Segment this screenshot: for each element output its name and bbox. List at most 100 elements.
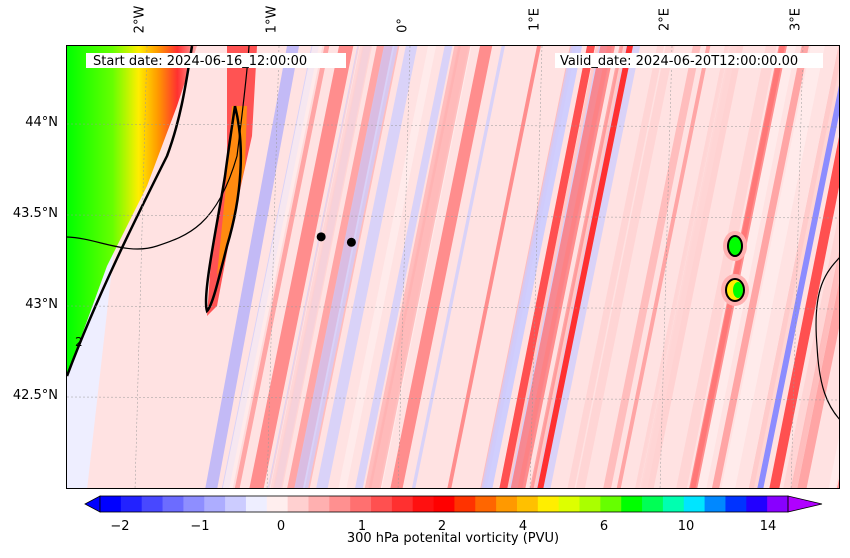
tick-10: 10 — [677, 519, 695, 534]
start-date-label: Start date: 2024-06-16_12:00:00 — [93, 54, 307, 69]
pv-stripe — [529, 46, 624, 488]
colorbar-bin — [287, 496, 309, 512]
colorbar-bin — [454, 496, 476, 512]
colorbar-bin — [558, 496, 581, 512]
colorbar-bin — [767, 496, 789, 512]
pv-stripe — [483, 46, 583, 488]
colorbar-bin — [662, 496, 685, 512]
pv-stripe — [567, 46, 665, 488]
high-pv-region — [67, 46, 197, 376]
pv-stripe — [447, 46, 541, 488]
pv-stripe — [222, 46, 325, 488]
colorbar-bin — [621, 496, 643, 512]
pv-map: Start date: 2024-06-16_12:00:00 Valid_da… — [66, 45, 840, 489]
tick-1: 1 — [357, 519, 367, 534]
colorbar-bin — [725, 496, 747, 512]
pv-stripe — [749, 46, 839, 488]
lon-label-2w: 2°W — [132, 5, 148, 34]
pv-stripe — [712, 46, 809, 488]
station-point — [316, 232, 326, 242]
lon-label-2e: 2°E — [657, 8, 673, 31]
pv-stripe — [783, 212, 839, 488]
parallel-line — [67, 305, 839, 310]
parallel-line — [67, 123, 839, 128]
lat-label-43-5: 43.5°N — [12, 206, 58, 221]
tick-m2: −2 — [110, 519, 130, 534]
colorbar-bin — [683, 496, 706, 512]
pv-stripe — [837, 478, 839, 488]
pv-stripe — [616, 46, 711, 488]
colorbar-bin — [120, 496, 143, 512]
colorbar-bin — [371, 496, 393, 512]
valid-date-label: Valid_date: 2024-06-20T12:00:00.00 — [560, 54, 798, 69]
pv-stripe — [690, 46, 787, 488]
tick-4: 4 — [518, 519, 528, 534]
pv-stripe — [270, 46, 364, 488]
colorbar-under-arrow — [84, 495, 101, 513]
pv-stripe — [721, 46, 825, 488]
vortex-blob-south — [721, 274, 749, 306]
lat-label-44: 44°N — [25, 115, 58, 130]
colorbar-bin — [350, 496, 372, 512]
pv-stripe — [791, 251, 839, 488]
pv-stripe-positive — [537, 46, 633, 488]
lat-label-43: 43°N — [25, 297, 58, 312]
lat-label-42-5: 42.5°N — [12, 388, 58, 403]
lon-label-1w: 1°W — [264, 5, 280, 34]
colorbar-bin — [329, 496, 351, 512]
pv-stripe — [364, 46, 461, 488]
pv-stripe — [603, 46, 701, 488]
colorbar-over-arrow — [787, 495, 823, 513]
colorbar-bin — [391, 496, 414, 512]
contour-2pvu — [67, 46, 194, 377]
tick-14: 14 — [759, 519, 777, 534]
lon-label-1e: 1°E — [527, 8, 543, 31]
colorbar — [84, 495, 823, 513]
colorbar-bin — [162, 496, 184, 512]
pv-stripe — [635, 46, 730, 488]
tick-2: 2 — [437, 519, 447, 534]
colorbar-bin — [225, 496, 247, 512]
colorbar-bin — [183, 496, 205, 512]
pv-stripe — [640, 46, 744, 488]
colorbar-bin — [266, 496, 289, 512]
pv-field: Start date: 2024-06-16_12:00:00 Valid_da… — [67, 46, 839, 488]
pv-stripe — [797, 282, 839, 488]
colorbar-bin — [496, 496, 518, 512]
colorbar-bin — [141, 496, 164, 512]
pv-stripe — [355, 46, 453, 488]
colorbar-bin — [642, 496, 664, 512]
colorbar-bin — [245, 496, 268, 512]
pv-stripe — [510, 46, 615, 488]
pv-stripe — [411, 46, 505, 488]
pv-stripe — [676, 46, 777, 488]
pv-stripe — [287, 46, 386, 488]
start-date-box — [86, 53, 346, 68]
pv-stripe — [249, 46, 354, 488]
pv-stripe — [390, 46, 493, 488]
lon-label-3e: 3°E — [788, 8, 804, 31]
pv-stripe — [533, 46, 627, 488]
contour-label: 2 — [75, 335, 83, 349]
pv-stripe-positive — [499, 46, 595, 488]
pv-stripe — [368, 46, 471, 488]
colorbar-bin — [475, 496, 497, 512]
tick-m1: −1 — [190, 519, 210, 534]
pv-stripe — [576, 46, 675, 488]
pv-stripe-negative — [205, 46, 299, 488]
vortex-blob-north — [723, 231, 747, 261]
coastline — [67, 46, 250, 250]
parallel-line — [67, 214, 839, 219]
colorbar-bin — [412, 496, 435, 512]
pv-stripe-positive — [769, 136, 839, 488]
colorbar-bin — [100, 496, 122, 512]
lon-label-0: 0° — [395, 18, 411, 33]
tick-0: 0 — [276, 519, 286, 534]
colorbar-bin — [204, 496, 226, 512]
colorbar-bin — [600, 496, 622, 512]
pv-stripe — [828, 437, 839, 488]
tick-6: 6 — [599, 519, 609, 534]
pv-stripe-negative — [757, 85, 839, 488]
colorbar-bin — [579, 496, 601, 512]
station-point — [346, 237, 356, 247]
